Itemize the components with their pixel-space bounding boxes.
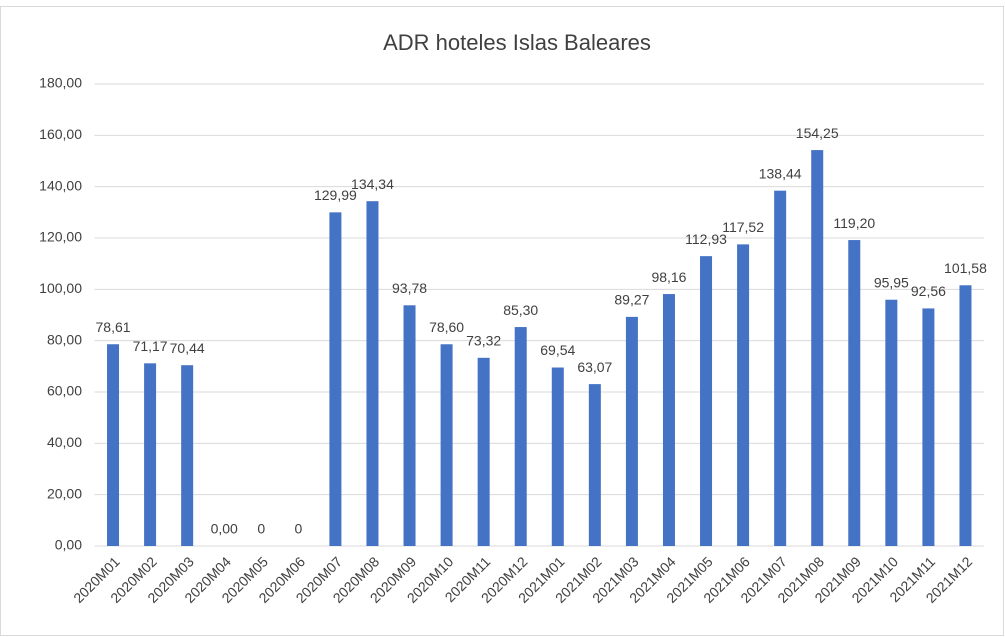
y-tick-label: 80,00: [47, 331, 82, 347]
chart-frame: [0, 6, 1004, 636]
bar: [144, 363, 157, 546]
value-label: 85,30: [503, 302, 538, 318]
bar: [811, 150, 824, 546]
bar: [848, 240, 861, 546]
value-label: 0: [294, 521, 302, 537]
bar: [662, 294, 675, 546]
bar: [737, 244, 750, 546]
value-label: 89,27: [614, 292, 649, 308]
y-tick-label: 60,00: [47, 383, 82, 399]
bar: [514, 327, 527, 546]
y-tick-label: 40,00: [47, 434, 82, 450]
bar: [440, 344, 453, 546]
value-label: 78,60: [429, 319, 464, 335]
value-label: 154,25: [796, 125, 839, 141]
bar: [329, 212, 342, 546]
value-label: 70,44: [170, 340, 205, 356]
y-tick-label: 160,00: [39, 126, 82, 142]
value-label: 0,00: [211, 521, 238, 537]
chart-title: ADR hoteles Islas Baleares: [383, 30, 651, 55]
bar: [774, 190, 787, 547]
bar: [551, 367, 564, 546]
value-label: 78,61: [96, 319, 131, 335]
value-label: 98,16: [651, 269, 686, 285]
y-tick-label: 180,00: [39, 75, 82, 91]
value-label: 129,99: [314, 187, 357, 203]
bar: [366, 201, 379, 546]
bar: [885, 299, 898, 546]
bar: [181, 365, 194, 546]
bar: [477, 357, 490, 546]
y-tick-label: 20,00: [47, 485, 82, 501]
y-tick-label: 120,00: [39, 229, 82, 245]
bar: [403, 305, 416, 546]
value-label: 92,56: [911, 283, 946, 299]
value-label: 138,44: [759, 165, 802, 181]
value-label: 69,54: [540, 342, 575, 358]
bar: [107, 344, 120, 546]
value-label: 63,07: [577, 359, 612, 375]
bar: [625, 316, 638, 546]
value-label: 71,17: [133, 338, 168, 354]
y-tick-label: 0,00: [55, 537, 82, 553]
bar: [588, 384, 601, 546]
bar: [700, 256, 713, 546]
value-label: 93,78: [392, 280, 427, 296]
value-label: 95,95: [874, 274, 909, 290]
value-label: 134,34: [351, 176, 394, 192]
y-tick-label: 100,00: [39, 280, 82, 296]
bar: [959, 285, 972, 546]
bar: [922, 308, 935, 546]
value-label: 101,58: [944, 260, 987, 276]
y-tick-label: 140,00: [39, 177, 82, 193]
value-label: 119,20: [833, 215, 875, 231]
value-label: 0: [257, 521, 265, 537]
value-label: 117,52: [722, 219, 764, 235]
value-label: 112,93: [685, 231, 727, 247]
value-label: 73,32: [466, 333, 501, 349]
